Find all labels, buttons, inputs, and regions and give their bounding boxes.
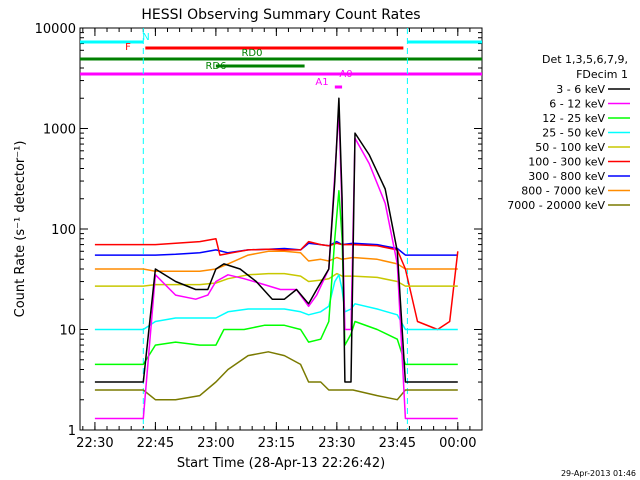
state-bar-label-rd0: RD0 [241,48,262,59]
x-tick-label: 22:45 [137,436,174,451]
footer-timestamp: 29-Apr-2013 01:46 [561,469,636,478]
legend-entry-label: 800 - 7000 keV [521,185,605,198]
state-bar-label-a0: A0 [339,69,352,80]
series-line [94,190,458,366]
state-bar-label-a1: A1 [315,77,328,88]
x-tick-label: 23:30 [318,436,355,451]
series-line [94,97,458,383]
legend-entry-label: 300 - 800 keV [528,170,605,183]
series-line [94,351,458,401]
state-bar-label-f: F [125,42,131,53]
state-bar-label-rd6: RD6 [205,61,226,72]
chart-title: HESSI Observing Summary Count Rates [141,7,420,23]
legend-header-line-1: Det 1,3,5,6,7,9, [542,53,628,66]
y-tick-label: 1000 [43,123,76,138]
legend-entry-label: 3 - 6 keV [556,83,605,96]
y-tick-label: 10000 [35,22,76,37]
x-tick-label: 00:00 [439,436,476,451]
legend-entry-label: 100 - 300 keV [528,156,605,169]
legend-entry-label: 12 - 25 keV [542,112,605,125]
series-line [94,272,458,287]
legend-entry-label: 25 - 50 keV [542,127,605,140]
series-line [94,250,458,272]
legend-entry-label: 6 - 12 keV [549,98,605,111]
legend-entry-label: 7000 - 20000 keV [507,199,605,212]
y-tick-label: 10 [59,324,76,339]
series-line [94,237,459,331]
series-line [94,240,458,256]
series-line [94,274,458,331]
legend-header-line-2: FDecim 1 [576,68,628,81]
legend-entry-label: 50 - 100 keV [535,141,605,154]
x-tick-label: 23:00 [197,436,234,451]
y-tick-label: 100 [51,223,76,238]
x-axis-title: Start Time (28-Apr-13 22:26:42) [177,456,385,471]
y-tick-label: 1 [68,424,76,439]
plot-frame [79,27,483,431]
x-tick-label: 23:45 [379,436,416,451]
y-axis-title: Count Rate (s⁻¹ detector⁻¹) [13,141,28,318]
x-tick-label: 23:15 [258,436,295,451]
series-line [94,110,458,420]
legend: Det 1,3,5,6,7,9, FDecim 1 3 - 6 keV 6 - 1… [507,53,630,212]
state-bar-label-n: N [142,32,149,43]
x-tick-label: 22:30 [76,436,113,451]
